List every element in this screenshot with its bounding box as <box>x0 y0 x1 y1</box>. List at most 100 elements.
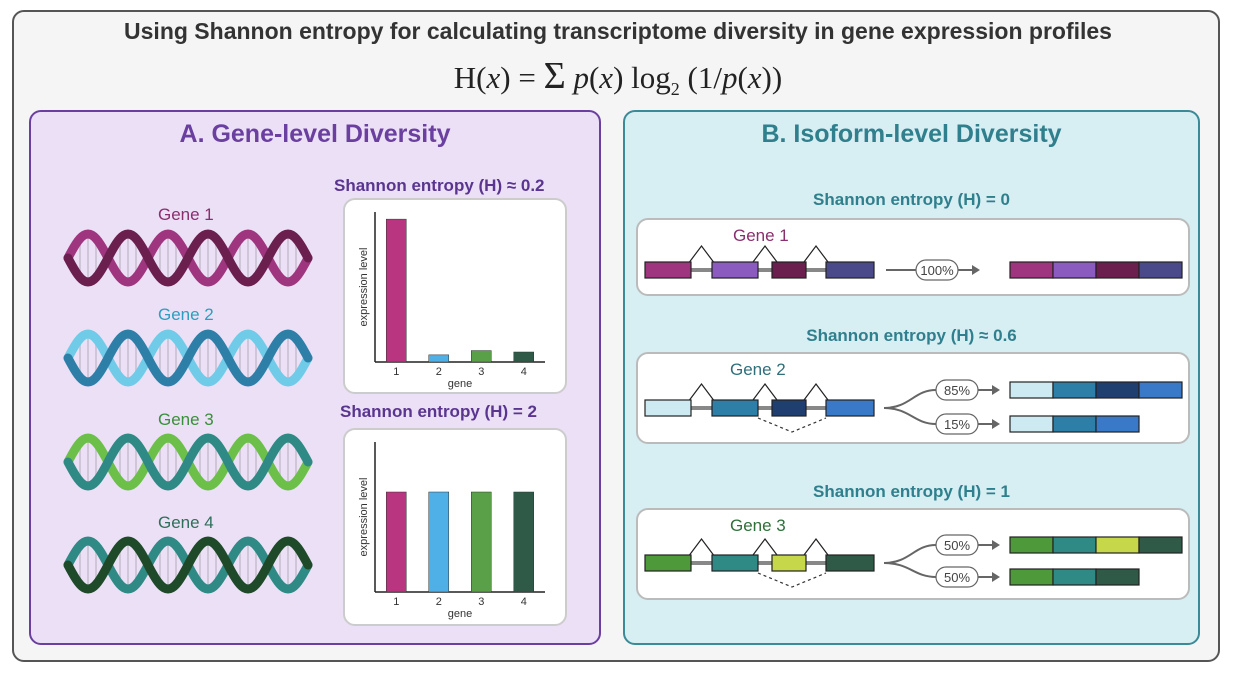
iso-1-gene-label: Gene 1 <box>733 226 789 245</box>
branch <box>883 562 937 578</box>
exon <box>771 399 807 417</box>
splice-junction <box>689 383 714 401</box>
transcript-exon <box>1138 261 1183 279</box>
transcript-exon <box>1095 536 1140 554</box>
exon <box>825 399 875 417</box>
exon <box>771 554 807 572</box>
iso-3-entropy-label: Shannon entropy (H) = 1 <box>813 482 1010 501</box>
dna-helix-icon-gene-2 <box>63 329 313 387</box>
iso-2-entropy-label: Shannon entropy (H) ≈ 0.6 <box>806 326 1017 345</box>
splice-junction <box>752 538 778 556</box>
arrow-head <box>972 265 980 275</box>
branch <box>883 544 937 564</box>
bar-chart-1: expression level 1 2 3 4 gene <box>358 212 545 390</box>
gene-4-label: Gene 4 <box>158 513 214 532</box>
exon <box>771 261 807 279</box>
iso-1-entropy-label: Shannon entropy (H) = 0 <box>813 190 1010 209</box>
transcript-exon <box>1138 381 1183 399</box>
transcript-exon <box>1095 381 1140 399</box>
transcript-exon <box>1009 261 1054 279</box>
x-tick-label: 3 <box>478 596 484 608</box>
panel-b-title: B. Isoform-level Diversity <box>761 120 1062 148</box>
transcript-exon <box>1095 261 1140 279</box>
iso-1-box <box>636 218 1190 296</box>
percent-label: 50% <box>944 570 970 585</box>
splice-junction <box>752 245 778 263</box>
percent-label: 85% <box>944 383 970 398</box>
transcript-exon <box>1095 568 1140 586</box>
exon <box>711 261 759 279</box>
transcript-exon <box>1052 415 1097 433</box>
splice-junction <box>803 245 829 263</box>
bar-1 <box>386 491 407 593</box>
transcript-exon <box>1009 568 1054 586</box>
chart-1-entropy-label: Shannon entropy (H) ≈ 0.2 <box>334 176 545 195</box>
dna-helix-icon-gene-1 <box>63 229 313 287</box>
branch <box>883 389 937 409</box>
gene-2-label: Gene 2 <box>158 305 214 324</box>
x-axis-label: gene <box>448 378 472 390</box>
bar-chart-2: expression level 1 2 3 4 gene <box>358 442 545 620</box>
splice-junction <box>689 245 714 263</box>
gene-3-label: Gene 3 <box>158 410 214 429</box>
splice-junction <box>803 538 829 556</box>
dna-strand <box>63 229 313 287</box>
dna-helix-icon-gene-3 <box>63 433 313 491</box>
y-axis-label: expression level <box>358 248 370 327</box>
transcript-exon <box>1009 381 1054 399</box>
dna-strand <box>63 329 313 387</box>
x-tick-label: 1 <box>393 366 399 378</box>
transcript-exon <box>1052 536 1097 554</box>
transcript-exon <box>1009 536 1054 554</box>
bar-4 <box>513 491 534 593</box>
entropy-formula: H(x) = Σ p(x) log2 (1/p(x)) <box>453 55 783 100</box>
x-axis-label: gene <box>448 608 472 620</box>
bar-1 <box>386 218 407 363</box>
x-tick-label: 2 <box>436 366 442 378</box>
exon <box>825 554 875 572</box>
transcript-exon <box>1009 415 1054 433</box>
exon <box>644 399 692 417</box>
transcript-exon <box>1095 415 1140 433</box>
gene-1-label: Gene 1 <box>158 205 214 224</box>
percent-label: 100% <box>920 263 954 278</box>
skip-path <box>757 572 827 588</box>
transcript-exon <box>1052 261 1097 279</box>
splice-junction <box>803 383 829 401</box>
x-tick-label: 3 <box>478 366 484 378</box>
percent-label: 50% <box>944 538 970 553</box>
bar-2 <box>428 354 449 363</box>
x-tick-label: 4 <box>521 596 527 608</box>
bar-3 <box>471 491 492 593</box>
main-title: Using Shannon entropy for calculating tr… <box>124 18 1112 44</box>
transcript-exon <box>1052 568 1097 586</box>
dna-helix-icon-gene-4 <box>63 536 313 594</box>
iso-2-gene-label: Gene 2 <box>730 360 786 379</box>
branch <box>883 407 937 425</box>
skip-path <box>757 417 827 433</box>
x-tick-label: 4 <box>521 366 527 378</box>
bar-3 <box>471 350 492 363</box>
exon <box>711 554 759 572</box>
percent-label: 15% <box>944 417 970 432</box>
chart-2-entropy-label: Shannon entropy (H) = 2 <box>340 402 537 421</box>
bar-2 <box>428 491 449 593</box>
iso-3-gene-label: Gene 3 <box>730 516 786 535</box>
panel-a-title: A. Gene-level Diversity <box>179 120 451 148</box>
arrow-head <box>992 572 1000 582</box>
arrow-head <box>992 419 1000 429</box>
x-tick-label: 2 <box>436 596 442 608</box>
x-tick-label: 1 <box>393 596 399 608</box>
transcript-exon <box>1052 381 1097 399</box>
arrow-head <box>992 540 1000 550</box>
transcript-exon <box>1138 536 1183 554</box>
exon <box>711 399 759 417</box>
exon <box>825 261 875 279</box>
dna-strand <box>63 433 313 491</box>
dna-strand <box>63 536 313 594</box>
exon <box>644 554 692 572</box>
arrow-head <box>992 385 1000 395</box>
splice-junction <box>752 383 778 401</box>
exon <box>644 261 692 279</box>
